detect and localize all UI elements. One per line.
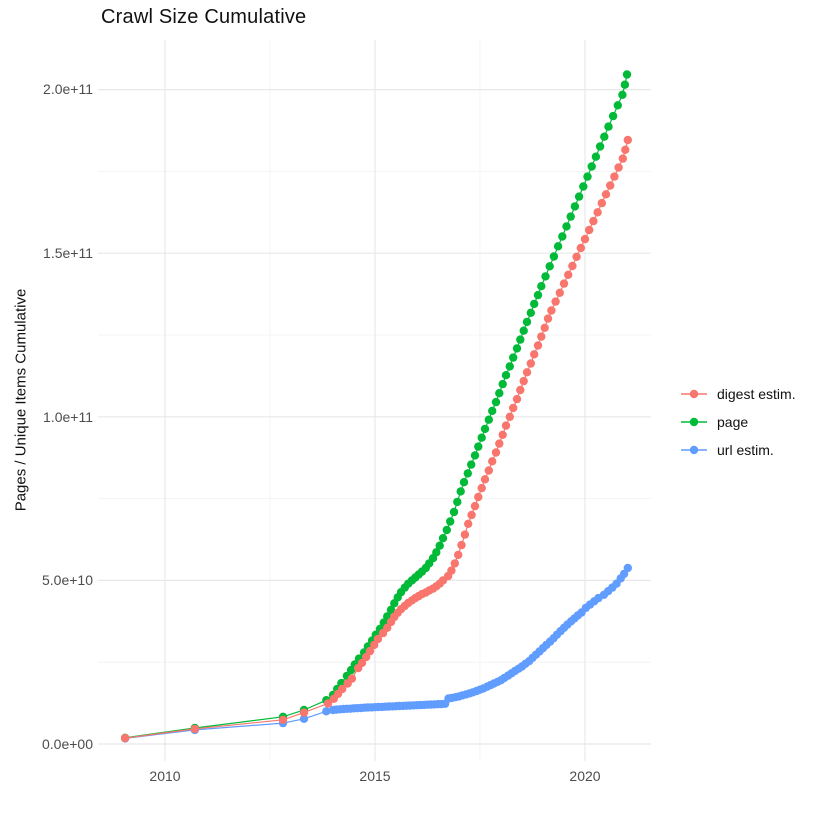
y-tick-label: 1.5e+11: [43, 245, 93, 261]
x-tick-label: 2010: [149, 768, 181, 784]
legend-key-dot-icon: [681, 389, 707, 399]
y-tick-label: 0.0e+00: [42, 736, 93, 752]
chart-title: Crawl Size Cumulative: [101, 6, 307, 28]
legend-key-dot-icon: [681, 445, 707, 455]
y-tick-label: 2.0e+11: [43, 81, 93, 97]
y-tick-label: 1.0e+11: [43, 409, 93, 425]
legend-key-dot-icon: [681, 417, 707, 427]
x-tick-label: 2015: [359, 768, 391, 784]
x-tick-label: 2020: [569, 768, 601, 784]
legend-label: page: [717, 414, 749, 430]
legend: digest estim. page url estim.: [681, 380, 796, 464]
legend-item-page: page: [681, 408, 796, 436]
y-tick-label: 5.0e+10: [42, 572, 93, 588]
plot-panel: [98, 40, 651, 761]
legend-item-url-estim: url estim.: [681, 436, 796, 464]
legend-item-digest-estim: digest estim.: [681, 380, 796, 408]
y-axis-title: Pages / Unique Items Cumulative: [12, 288, 30, 512]
legend-label: url estim.: [717, 442, 774, 458]
legend-label: digest estim.: [717, 386, 796, 402]
